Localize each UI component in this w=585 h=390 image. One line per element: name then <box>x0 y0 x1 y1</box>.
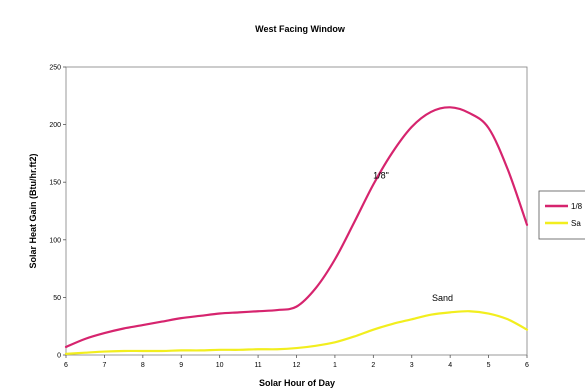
x-tick-label: 3 <box>410 362 414 369</box>
annotations: 1/8" Sand <box>373 171 453 303</box>
y-tick-label: 250 <box>49 65 61 72</box>
y-tick-label: 150 <box>49 180 61 187</box>
x-tick-label: 2 <box>371 362 375 369</box>
x-tick-label: 11 <box>254 362 261 369</box>
series-line-eighth-inch <box>64 106 529 349</box>
legend-label: Sa <box>571 219 581 228</box>
series-annotation: 1/8" <box>373 171 389 181</box>
x-tick-label: 4 <box>448 362 452 369</box>
legend: 1/8 Sa <box>538 190 585 240</box>
y-tick-label: 100 <box>49 237 61 244</box>
y-tick-label: 200 <box>49 122 61 129</box>
x-axis: 6 7 8 9 10 11 12 1 2 3 4 5 6 <box>64 355 529 369</box>
y-axis: 0 50 100 150 200 250 <box>49 65 66 360</box>
x-tick-label: 12 <box>293 362 301 369</box>
x-tick-label: 6 <box>64 362 68 369</box>
series-annotation: Sand <box>432 293 453 303</box>
series-line-sand <box>64 310 529 355</box>
x-tick-label: 9 <box>179 362 183 369</box>
x-tick-label: 1 <box>333 362 337 369</box>
x-tick-label: 6 <box>525 362 529 369</box>
legend-label: 1/8 <box>571 202 583 211</box>
x-tick-label: 8 <box>141 362 145 369</box>
y-tick-label: 50 <box>53 295 61 302</box>
y-axis-title: Solar Heat Gain (Btu/hr.ft2) <box>28 153 38 268</box>
x-tick-label: 10 <box>216 362 224 369</box>
x-tick-label: 7 <box>102 362 106 369</box>
x-tick-label: 5 <box>487 362 491 369</box>
x-axis-title: Solar Hour of Day <box>259 378 335 388</box>
series-layer <box>64 106 529 355</box>
legend-box <box>538 190 585 240</box>
chart-title: West Facing Window <box>255 24 346 34</box>
y-tick-label: 0 <box>57 353 61 360</box>
